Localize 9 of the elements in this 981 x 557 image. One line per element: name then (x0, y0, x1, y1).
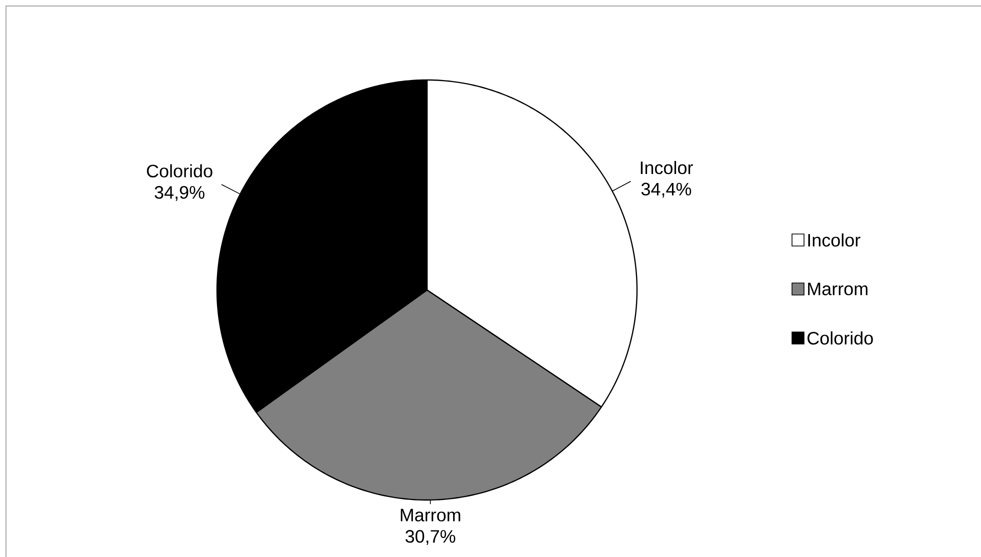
slice-label: Marrom (400, 508, 460, 522)
data-label: 30,7% (406, 530, 456, 545)
data-label: 34,4% (641, 182, 692, 198)
slice-label: Incolor (640, 160, 693, 174)
legend-label: Incolor (808, 233, 860, 247)
data-label: 34,9% (154, 186, 204, 201)
slice-label: Colorido (146, 164, 212, 178)
legend-label: Colorido (808, 331, 873, 345)
legend-label: Marrom (808, 282, 868, 296)
